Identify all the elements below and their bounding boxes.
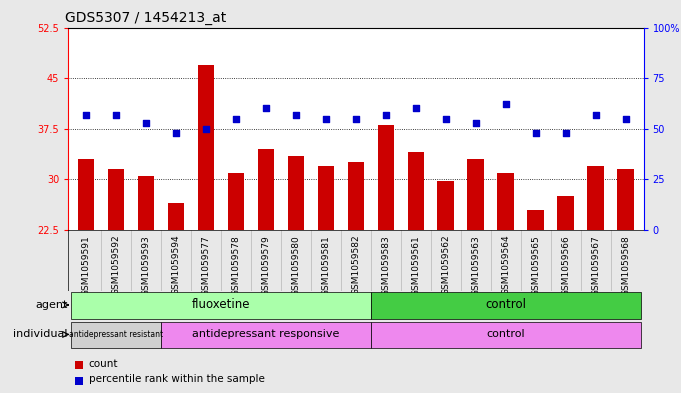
Text: GSM1059593: GSM1059593 bbox=[142, 235, 151, 296]
Text: antidepressant resistant: antidepressant resistant bbox=[69, 330, 163, 339]
Bar bbox=[71, 292, 371, 319]
Bar bbox=[467, 159, 484, 230]
Point bbox=[260, 105, 271, 112]
Text: GSM1059578: GSM1059578 bbox=[232, 235, 240, 296]
Point bbox=[381, 111, 392, 118]
Text: control: control bbox=[485, 298, 526, 312]
Point bbox=[620, 116, 631, 122]
Text: percentile rank within the sample: percentile rank within the sample bbox=[89, 374, 264, 384]
Text: GSM1059591: GSM1059591 bbox=[82, 235, 91, 296]
Text: GSM1059564: GSM1059564 bbox=[501, 235, 510, 296]
Text: GSM1059568: GSM1059568 bbox=[621, 235, 630, 296]
Bar bbox=[407, 152, 424, 230]
Text: GSM1059581: GSM1059581 bbox=[321, 235, 330, 296]
Point bbox=[110, 111, 121, 118]
Point bbox=[290, 111, 301, 118]
Bar bbox=[377, 125, 394, 230]
Point bbox=[530, 130, 541, 136]
Bar bbox=[108, 169, 125, 230]
Text: GSM1059565: GSM1059565 bbox=[531, 235, 540, 296]
Bar bbox=[347, 162, 364, 230]
Bar bbox=[587, 166, 604, 230]
Bar bbox=[287, 156, 304, 230]
Text: antidepressant responsive: antidepressant responsive bbox=[192, 329, 340, 340]
Text: GSM1059592: GSM1059592 bbox=[112, 235, 121, 296]
Point bbox=[140, 119, 151, 126]
Point bbox=[471, 119, 481, 126]
Bar bbox=[497, 173, 514, 230]
Bar bbox=[257, 149, 274, 230]
Text: GSM1059583: GSM1059583 bbox=[381, 235, 390, 296]
Text: GDS5307 / 1454213_at: GDS5307 / 1454213_at bbox=[65, 11, 227, 25]
Text: fluoxetine: fluoxetine bbox=[192, 298, 250, 312]
Point bbox=[350, 116, 361, 122]
Text: GSM1059579: GSM1059579 bbox=[262, 235, 270, 296]
Point bbox=[501, 101, 511, 108]
Bar bbox=[197, 64, 215, 230]
Bar bbox=[227, 173, 244, 230]
Bar bbox=[557, 196, 574, 230]
Text: individual: individual bbox=[13, 329, 67, 340]
Point bbox=[590, 111, 601, 118]
Point bbox=[441, 116, 452, 122]
Bar bbox=[317, 166, 334, 230]
Point bbox=[80, 111, 91, 118]
Bar bbox=[161, 322, 371, 348]
Bar bbox=[138, 176, 155, 230]
Point bbox=[560, 130, 571, 136]
Text: GSM1059594: GSM1059594 bbox=[172, 235, 180, 296]
Bar bbox=[371, 292, 641, 319]
Text: GSM1059582: GSM1059582 bbox=[351, 235, 360, 296]
Text: GSM1059563: GSM1059563 bbox=[471, 235, 480, 296]
Bar bbox=[168, 203, 185, 230]
Point bbox=[200, 125, 211, 132]
Text: GSM1059562: GSM1059562 bbox=[441, 235, 450, 296]
Bar bbox=[78, 159, 95, 230]
Text: GSM1059580: GSM1059580 bbox=[291, 235, 300, 296]
Text: GSM1059577: GSM1059577 bbox=[202, 235, 210, 296]
Text: GSM1059567: GSM1059567 bbox=[591, 235, 600, 296]
Text: GSM1059561: GSM1059561 bbox=[411, 235, 420, 296]
Point bbox=[170, 130, 181, 136]
Bar bbox=[617, 169, 634, 230]
Point bbox=[411, 105, 422, 112]
Text: count: count bbox=[89, 359, 118, 369]
Bar bbox=[71, 322, 161, 348]
Bar bbox=[527, 210, 544, 230]
Point bbox=[230, 116, 241, 122]
Bar bbox=[437, 181, 454, 230]
Bar bbox=[371, 322, 641, 348]
Point bbox=[320, 116, 331, 122]
Text: agent: agent bbox=[35, 300, 67, 310]
Text: GSM1059566: GSM1059566 bbox=[561, 235, 570, 296]
Text: control: control bbox=[486, 329, 525, 340]
